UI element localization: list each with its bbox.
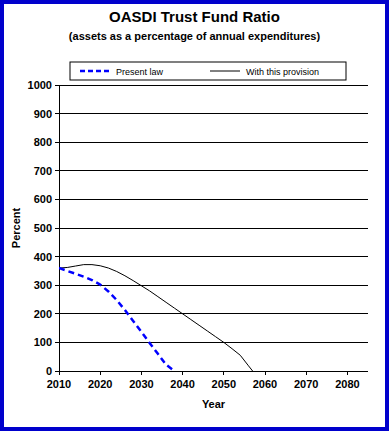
legend-label: Present law (116, 67, 164, 77)
x-tick-label: 2020 (88, 378, 112, 390)
legend-swatch (80, 70, 110, 73)
grid-line (59, 228, 368, 229)
x-tick (59, 371, 60, 375)
subtitle: (assets as a percentage of annual expend… (69, 30, 321, 42)
grid-line (59, 342, 368, 343)
x-axis (59, 371, 368, 372)
legend-label: With this provision (246, 67, 319, 77)
y-tick-label: 200 (34, 308, 52, 320)
grid-line (59, 256, 368, 257)
x-tick-label: 2010 (47, 378, 71, 390)
title: OASDI Trust Fund Ratio (109, 8, 280, 25)
background (0, 0, 389, 431)
chart: OASDI Trust Fund Ratio (assets as a perce… (0, 0, 389, 431)
outer-border (2, 2, 387, 429)
x-tick (141, 371, 142, 375)
x-tick-label: 2070 (294, 378, 318, 390)
legend: Present law With this provision (70, 62, 346, 80)
x-tick (306, 371, 307, 375)
x-axis-label: Year (202, 398, 226, 410)
legend-swatch (210, 71, 240, 72)
y-tick-label: 1000 (28, 79, 52, 91)
y-axis-label: Percent (10, 207, 22, 248)
y-tick-label: 100 (34, 336, 52, 348)
grid-line (59, 142, 368, 143)
y-tick (55, 342, 59, 343)
y-tick (55, 285, 59, 286)
x-tick (223, 371, 224, 375)
series-line (59, 268, 174, 371)
x-tick-label: 2050 (212, 378, 236, 390)
grid-line (59, 170, 368, 171)
x-tick (265, 371, 266, 375)
y-tick-label: 0 (46, 365, 52, 377)
grid-line (59, 313, 368, 314)
grid-line (59, 113, 368, 114)
y-tick-label: 700 (34, 165, 52, 177)
x-tick-label: 2040 (170, 378, 194, 390)
x-tick-label: 2030 (129, 378, 153, 390)
y-axis (59, 85, 60, 371)
y-tick-label: 900 (34, 108, 52, 120)
y-tick (55, 170, 59, 171)
legend-box (70, 62, 346, 80)
y-tick (55, 313, 59, 314)
x-tick (347, 371, 348, 375)
y-tick (55, 113, 59, 114)
y-tick-label: 500 (34, 222, 52, 234)
grid-line (59, 371, 368, 372)
series-line (59, 265, 253, 371)
y-tick (55, 199, 59, 200)
x-tick (100, 371, 101, 375)
grid-line (59, 199, 368, 200)
y-tick (55, 142, 59, 143)
y-tick-label: 600 (34, 193, 52, 205)
grid-line (59, 85, 368, 86)
x-tick-label: 2080 (335, 378, 359, 390)
y-tick (55, 256, 59, 257)
y-tick-label: 800 (34, 136, 52, 148)
grid-line (59, 285, 368, 286)
x-tick-label: 2060 (253, 378, 277, 390)
y-tick (55, 85, 59, 86)
plot-area (59, 265, 253, 371)
y-tick-label: 400 (34, 251, 52, 263)
y-tick (55, 228, 59, 229)
y-tick (55, 371, 59, 372)
x-tick (182, 371, 183, 375)
y-tick-label: 300 (34, 279, 52, 291)
